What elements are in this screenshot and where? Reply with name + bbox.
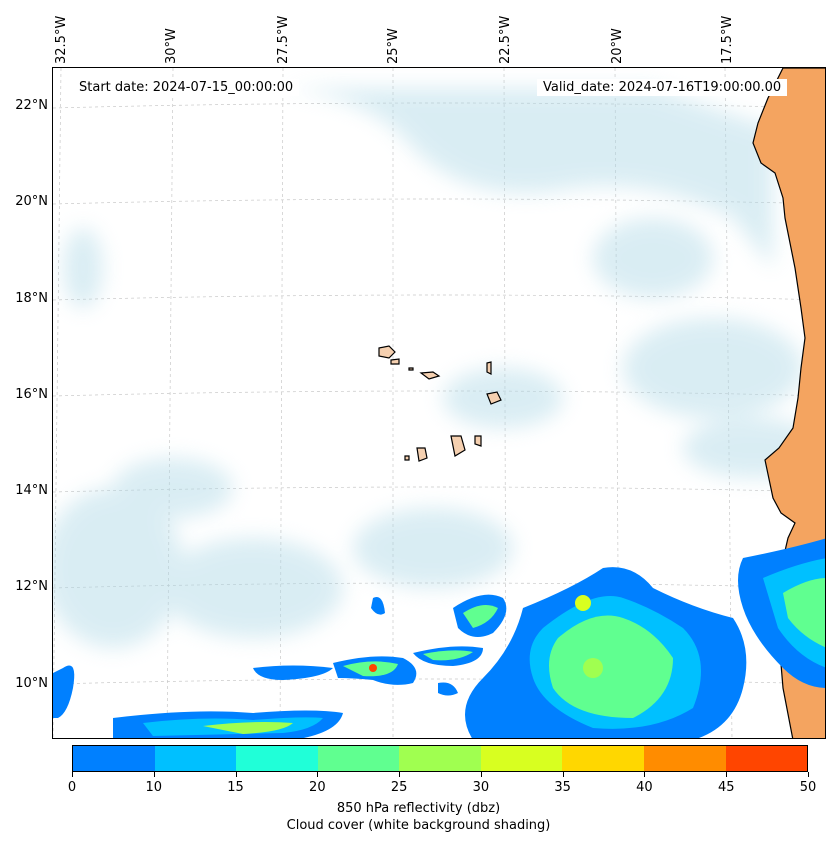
colorbar-segment — [236, 746, 318, 771]
lat-label: 20°N — [15, 194, 48, 209]
lon-label: 25°W — [386, 28, 401, 64]
colorbar-segment — [480, 746, 563, 771]
map-canvas: Start date: 2024-07-15_00:00:00 Valid_da… — [53, 68, 825, 738]
lat-label: 14°N — [15, 483, 48, 498]
colorbar-tick-mark — [726, 772, 728, 777]
lon-label: 22.5°W — [498, 15, 513, 64]
colorbar-segment — [725, 746, 808, 771]
colorbar-tick-label: 30 — [472, 780, 490, 795]
colorbar-segment — [562, 746, 644, 771]
colorbar-title: 850 hPa reflectivity (dbz) — [336, 801, 501, 816]
colorbar-tick-label: 40 — [636, 780, 653, 795]
colorbar-tick-mark — [399, 772, 401, 777]
start-date-label: Start date: 2024-07-15_00:00:00 — [73, 79, 300, 96]
reflectivity-field — [53, 538, 825, 738]
colorbar-tick-label: 15 — [227, 780, 244, 795]
cloud-cover — [53, 88, 823, 648]
colorbar-tick-mark — [235, 772, 237, 777]
lat-label: 22°N — [15, 98, 48, 113]
colorbar-segment — [643, 746, 726, 771]
colorbar — [72, 745, 808, 772]
lon-label: 32.5°W — [54, 15, 69, 64]
colorbar-tick-label: 0 — [67, 780, 77, 795]
colorbar-tick-label: 35 — [554, 780, 571, 795]
colorbar-segment — [73, 746, 155, 771]
cape-verde-islands — [378, 345, 502, 462]
colorbar-tick-label: 45 — [717, 780, 735, 795]
lat-label: 18°N — [15, 291, 48, 306]
colorbar-tick-mark — [153, 772, 155, 777]
lon-label: 30°W — [164, 28, 179, 64]
lat-label: 12°N — [15, 579, 48, 594]
colorbar-segment — [317, 746, 400, 771]
colorbar-tick-mark — [480, 772, 482, 777]
colorbar-tick-mark — [317, 772, 319, 777]
colorbar-subtitle: Cloud cover (white background shading) — [286, 818, 551, 833]
map-panel: Start date: 2024-07-15_00:00:00 Valid_da… — [52, 67, 826, 739]
lat-label: 16°N — [15, 387, 48, 402]
colorbar-tick-label: 20 — [309, 780, 326, 795]
colorbar-tick-mark — [808, 772, 809, 777]
colorbar-tick-mark — [562, 772, 564, 777]
valid-date-label: Valid_date: 2024-07-16T19:00:00.00 — [537, 79, 788, 96]
colorbar-tick-label: 50 — [799, 780, 817, 795]
colorbar-segment — [154, 746, 237, 771]
colorbar-tick-mark — [644, 772, 646, 777]
lat-label: 10°N — [15, 676, 48, 691]
colorbar-tick-label: 25 — [390, 780, 408, 795]
colorbar-tick-label: 10 — [145, 780, 163, 795]
colorbar-tick-mark — [72, 772, 73, 777]
colorbar-segment — [399, 746, 481, 771]
lon-label: 27.5°W — [276, 15, 291, 64]
lon-label: 17.5°W — [720, 15, 735, 64]
lon-label: 20°W — [610, 28, 625, 64]
